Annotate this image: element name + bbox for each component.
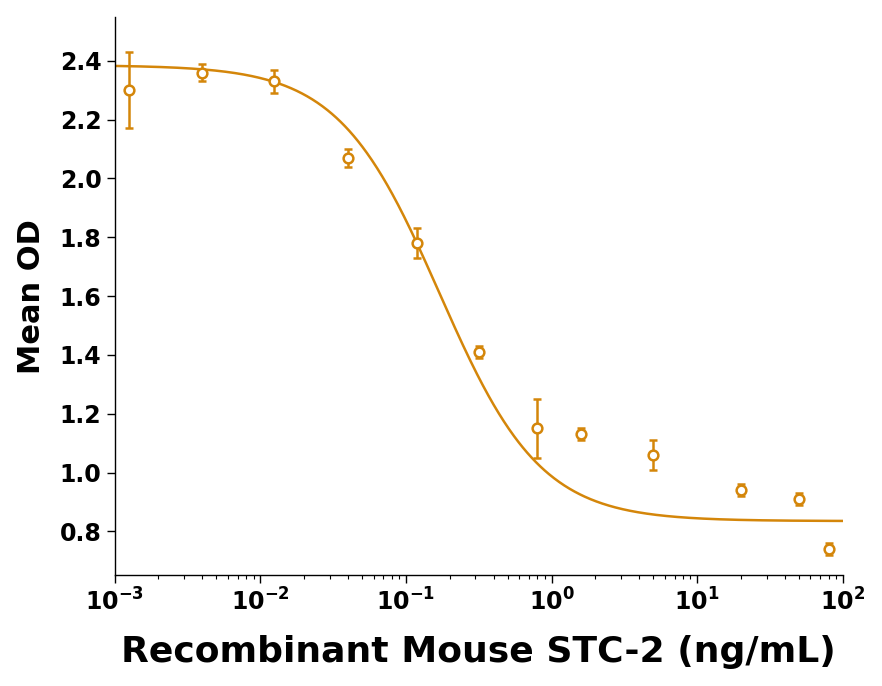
Y-axis label: Mean OD: Mean OD xyxy=(17,219,46,373)
X-axis label: Recombinant Mouse STC-2 (ng/mL): Recombinant Mouse STC-2 (ng/mL) xyxy=(122,635,836,670)
